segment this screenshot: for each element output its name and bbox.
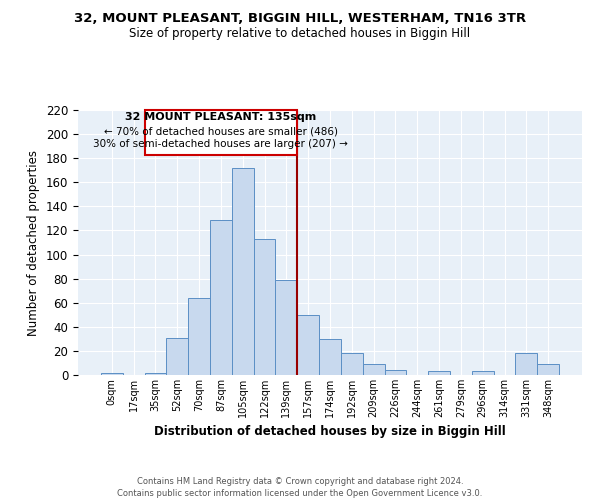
Bar (297, 315, 319, 375)
Bar (145, 372, 166, 375)
Bar (319, 339, 341, 375)
Text: 30% of semi-detached houses are larger (207) →: 30% of semi-detached houses are larger (… (94, 139, 349, 149)
Text: Size of property relative to detached houses in Biggin Hill: Size of property relative to detached ho… (130, 28, 470, 40)
Bar (254, 239, 275, 375)
Bar (537, 364, 559, 375)
Bar (472, 372, 494, 375)
Bar (188, 298, 210, 375)
Text: 32, MOUNT PLEASANT, BIGGIN HILL, WESTERHAM, TN16 3TR: 32, MOUNT PLEASANT, BIGGIN HILL, WESTERH… (74, 12, 526, 26)
Bar (385, 370, 406, 375)
Bar (275, 280, 297, 375)
X-axis label: Distribution of detached houses by size in Biggin Hill: Distribution of detached houses by size … (154, 426, 506, 438)
Bar (515, 354, 537, 375)
Bar (101, 372, 123, 375)
Text: ← 70% of detached houses are smaller (486): ← 70% of detached houses are smaller (48… (104, 126, 338, 136)
Text: 32 MOUNT PLEASANT: 135sqm: 32 MOUNT PLEASANT: 135sqm (125, 112, 317, 122)
Bar (210, 220, 232, 375)
Y-axis label: Number of detached properties: Number of detached properties (28, 150, 40, 336)
Text: Contains HM Land Registry data © Crown copyright and database right 2024.
Contai: Contains HM Land Registry data © Crown c… (118, 476, 482, 498)
Bar (341, 354, 363, 375)
Bar (232, 168, 254, 375)
Bar (363, 364, 385, 375)
Bar (428, 372, 450, 375)
Bar (166, 338, 188, 375)
